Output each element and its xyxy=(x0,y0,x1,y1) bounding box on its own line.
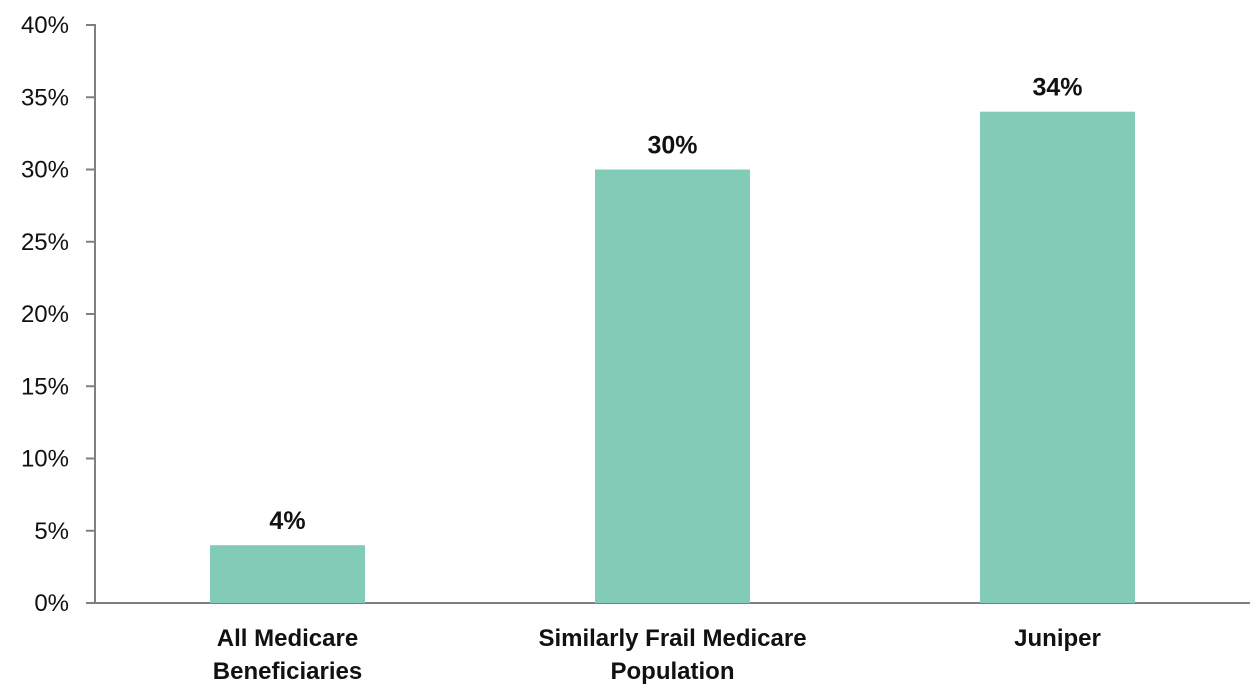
x-category-label: All Medicare xyxy=(217,625,358,652)
bar-data-label: 30% xyxy=(647,132,697,160)
y-tick-label: 20% xyxy=(21,301,69,328)
y-tick-label: 30% xyxy=(21,157,69,184)
bar xyxy=(980,111,1135,603)
x-category-label: Similarly Frail Medicare xyxy=(538,625,806,652)
bar-data-label: 34% xyxy=(1032,74,1082,102)
y-tick-label: 0% xyxy=(34,590,69,617)
y-tick-label: 40% xyxy=(21,12,69,39)
bar-data-label: 4% xyxy=(269,507,305,535)
x-category-label: Juniper xyxy=(1014,625,1101,652)
data-labels: 4% 30% 34% xyxy=(269,74,1082,536)
y-tick-label: 5% xyxy=(34,518,69,545)
y-axis: 0% 5% 10% 15% 20% 25% 30% 35% 40% xyxy=(21,12,96,617)
y-tick-label: 15% xyxy=(21,373,69,400)
y-tick-label: 10% xyxy=(21,446,69,473)
y-tick-label: 25% xyxy=(21,229,69,256)
bars xyxy=(210,111,1135,603)
y-tick-label: 35% xyxy=(21,84,69,111)
bar xyxy=(210,545,365,603)
category-labels: All Medicare Beneficiaries Similarly Frail… xyxy=(213,625,1101,685)
x-category-label: Beneficiaries xyxy=(213,658,362,685)
bar xyxy=(595,169,750,603)
x-category-label: Population xyxy=(611,658,735,685)
